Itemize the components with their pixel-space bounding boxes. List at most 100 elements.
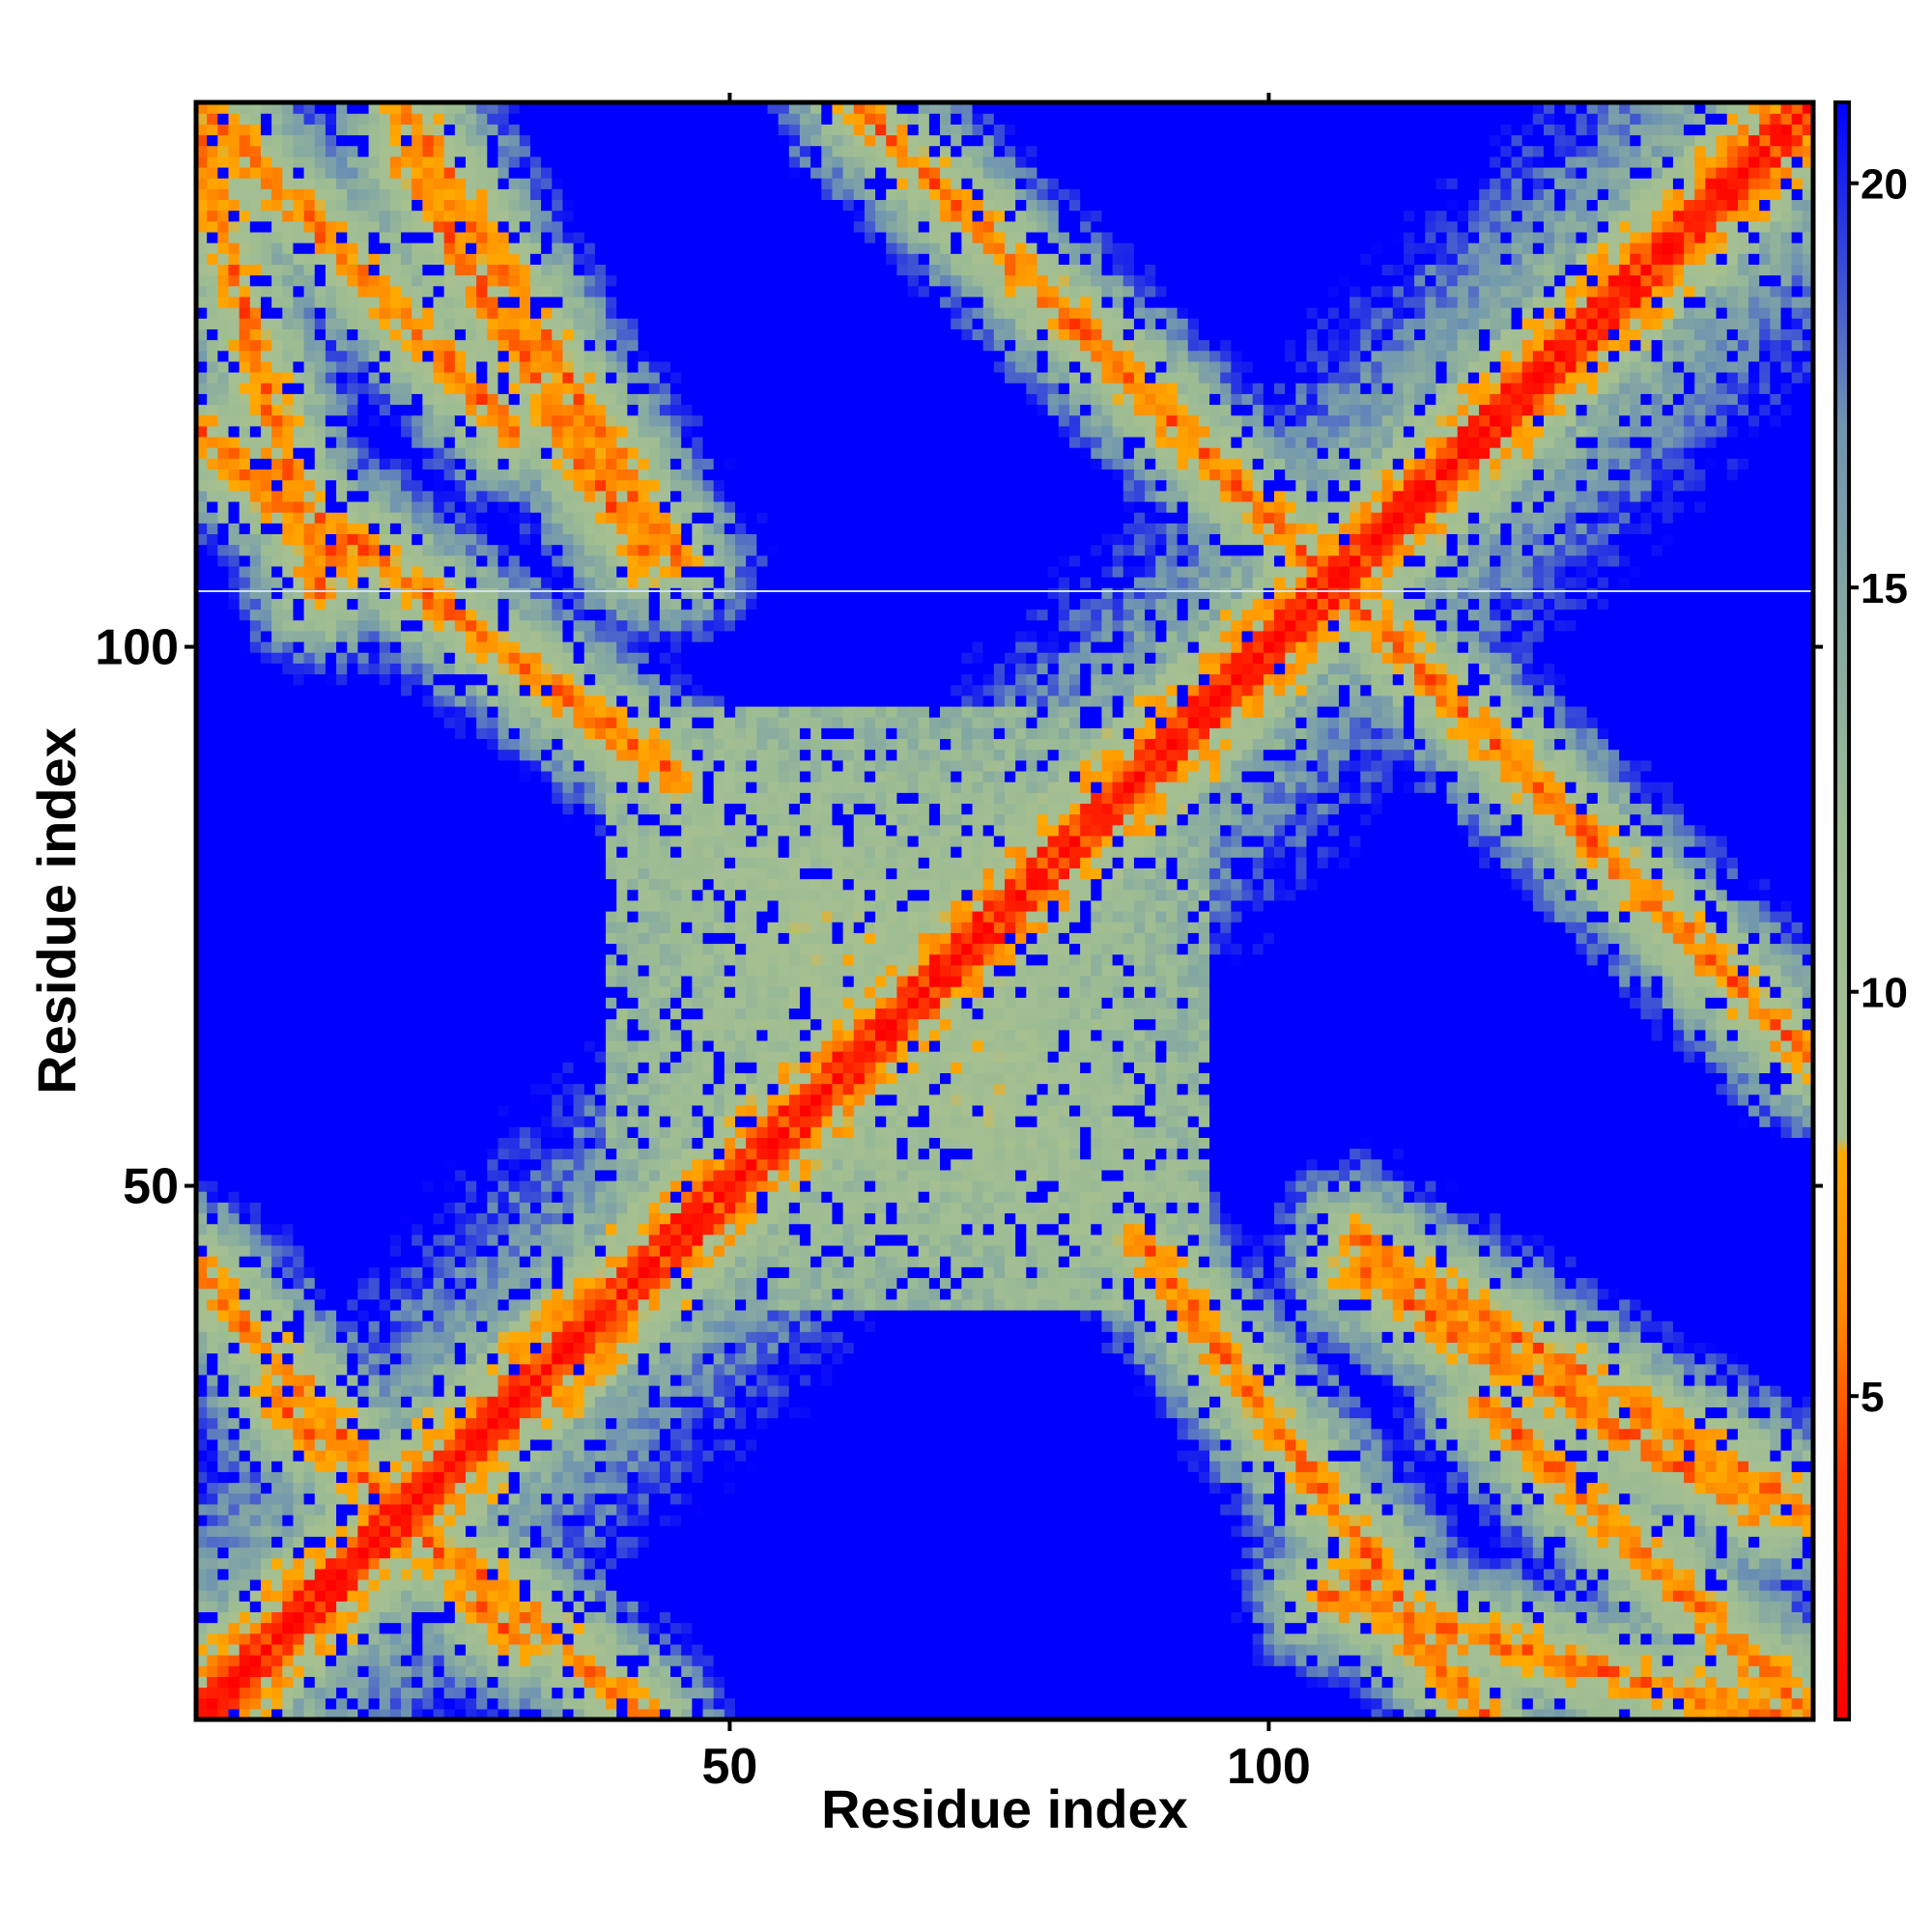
- heatmap-cell: [389, 1244, 402, 1257]
- heatmap-cell: [529, 1665, 542, 1677]
- heatmap-cell: [541, 717, 553, 728]
- heatmap-cell: [196, 372, 208, 384]
- heatmap-cell: [508, 1536, 521, 1548]
- heatmap-cell: [422, 1094, 435, 1106]
- heatmap-cell: [282, 220, 295, 233]
- heatmap-cell: [519, 1331, 531, 1343]
- heatmap-cell: [196, 350, 208, 362]
- heatmap-cell: [389, 1547, 402, 1559]
- heatmap-cell: [325, 1321, 337, 1332]
- heatmap-cell: [379, 1482, 391, 1494]
- heatmap-cell: [389, 113, 402, 125]
- heatmap-cell: [347, 953, 358, 966]
- heatmap-cell: [271, 684, 283, 696]
- heatmap-cell: [412, 943, 423, 955]
- heatmap-cell: [401, 986, 412, 998]
- heatmap-cell: [207, 220, 218, 233]
- heatmap-cell: [228, 383, 241, 394]
- heatmap-cell: [497, 619, 510, 632]
- heatmap-cell: [325, 899, 337, 912]
- heatmap-cell: [207, 1342, 218, 1354]
- heatmap-cell: [508, 770, 521, 782]
- heatmap-cell: [454, 253, 467, 265]
- heatmap-cell: [368, 372, 381, 384]
- heatmap-cell: [541, 1406, 553, 1419]
- heatmap-cell: [368, 577, 381, 588]
- heatmap-cell: [508, 166, 521, 179]
- heatmap-cell: [466, 1601, 477, 1612]
- heatmap-cell: [401, 587, 412, 599]
- heatmap-cell: [260, 1601, 272, 1612]
- heatmap-cell: [476, 166, 488, 179]
- heatmap-cell: [282, 1697, 295, 1710]
- heatmap-cell: [228, 803, 241, 815]
- heatmap-cell: [260, 1482, 272, 1494]
- heatmap-cell: [207, 792, 218, 804]
- heatmap-cell: [293, 1244, 305, 1257]
- heatmap-cell: [552, 1288, 564, 1300]
- heatmap-cell: [314, 1676, 327, 1689]
- heatmap-cell: [217, 231, 230, 243]
- heatmap-cell: [519, 964, 531, 977]
- heatmap-cell: [422, 1051, 435, 1063]
- heatmap-cell: [389, 986, 402, 998]
- heatmap-cell: [401, 598, 412, 611]
- heatmap-cell: [433, 274, 445, 287]
- heatmap-cell: [433, 824, 445, 837]
- heatmap-cell: [497, 458, 510, 470]
- heatmap-cell: [519, 500, 531, 513]
- heatmap-cell: [401, 242, 412, 254]
- heatmap-cell: [368, 318, 381, 329]
- heatmap-cell: [271, 986, 283, 998]
- heatmap-cell: [282, 857, 295, 868]
- heatmap-cell: [389, 565, 402, 578]
- heatmap-cell: [541, 641, 553, 653]
- heatmap-cell: [454, 1428, 467, 1440]
- heatmap-cell: [454, 1687, 467, 1699]
- heatmap-cell: [379, 1601, 391, 1612]
- heatmap-cell: [228, 113, 241, 125]
- heatmap-cell: [249, 577, 262, 588]
- heatmap-cell: [336, 932, 348, 945]
- heatmap-cell: [249, 458, 262, 470]
- heatmap-cell: [476, 318, 488, 329]
- heatmap-cell: [282, 943, 295, 955]
- heatmap-cell: [260, 717, 272, 728]
- heatmap-cell: [529, 425, 542, 438]
- heatmap-cell: [282, 500, 295, 513]
- heatmap-cell: [508, 1374, 521, 1386]
- heatmap-cell: [357, 781, 370, 793]
- heatmap-cell: [508, 1697, 521, 1710]
- heatmap-cell: [529, 1094, 542, 1106]
- heatmap-cell: [336, 1008, 348, 1020]
- heatmap-cell: [487, 1277, 499, 1290]
- heatmap-cell: [217, 1568, 230, 1580]
- heatmap-cell: [412, 523, 423, 534]
- heatmap-cell: [389, 889, 402, 901]
- heatmap-cell: [508, 717, 521, 728]
- heatmap-cell: [379, 781, 391, 793]
- heatmap-cell: [443, 1180, 456, 1192]
- heatmap-cell: [325, 231, 337, 243]
- heatmap-cell: [412, 997, 423, 1009]
- heatmap-cell: [443, 598, 456, 611]
- heatmap-cell: [239, 867, 251, 880]
- heatmap-cell: [239, 705, 251, 718]
- heatmap-cell: [282, 350, 295, 362]
- heatmap-cell: [476, 997, 488, 1009]
- heatmap-cell: [293, 231, 305, 243]
- heatmap-cell: [207, 652, 218, 664]
- heatmap-cell: [196, 1687, 208, 1699]
- heatmap-cell: [379, 1363, 391, 1376]
- heatmap-cell: [443, 1039, 456, 1052]
- heatmap-cell: [368, 1428, 381, 1440]
- heatmap-cell: [443, 824, 456, 837]
- heatmap-cell: [487, 178, 499, 189]
- heatmap-cell: [347, 1148, 358, 1160]
- heatmap-cell: [217, 469, 230, 481]
- heatmap-cell: [497, 393, 510, 406]
- heatmap-cell: [293, 102, 305, 114]
- heatmap-cell: [271, 1611, 283, 1624]
- heatmap-cell: [228, 695, 241, 707]
- heatmap-cell: [293, 997, 305, 1009]
